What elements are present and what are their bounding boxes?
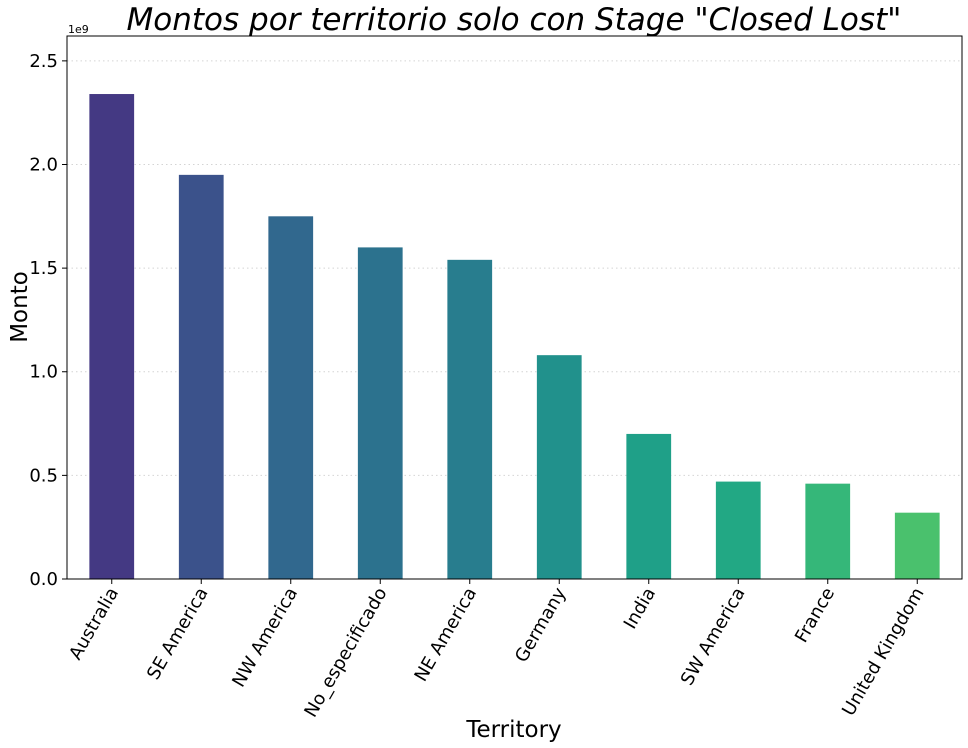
x-tick-label: France: [791, 584, 839, 646]
bar-ne-america: [447, 259, 493, 579]
y-tick-label: 1.0: [29, 362, 58, 383]
bar-sw-america: [715, 481, 761, 579]
y-axis-label: Monto: [7, 271, 33, 343]
y-axis: 0.0 0.5 1.0 1.5 2.0 2.5: [29, 51, 67, 590]
y-tick-label: 0.5: [29, 465, 58, 486]
bar-germany: [536, 355, 582, 579]
y-offset-label: 1e9: [68, 23, 89, 36]
bar-australia: [89, 94, 135, 580]
chart-title: Montos por territorio solo con Stage "Cl…: [127, 2, 902, 38]
bar-india: [626, 433, 672, 579]
x-tick-label: India: [620, 584, 660, 633]
bar-france: [805, 483, 851, 579]
x-tick-label: No_especificado: [300, 584, 391, 721]
bar-no-especificado: [357, 247, 403, 579]
x-tick-label: SE America: [143, 584, 213, 684]
x-tick-label: NE America: [410, 584, 481, 685]
x-tick-label: United Kingdom: [838, 584, 928, 720]
x-tick-label: Australia: [65, 584, 123, 663]
y-tick-label: 2.5: [29, 51, 58, 72]
x-tick-label: Germany: [511, 584, 571, 666]
bar-nw-america: [268, 216, 314, 580]
x-tick-label: SW America: [677, 584, 750, 689]
bars: [89, 94, 940, 580]
y-tick-label: 0.0: [29, 569, 58, 590]
y-tick-label: 2.0: [29, 154, 58, 175]
x-tick-label: NW America: [228, 584, 302, 691]
bar-se-america: [178, 174, 224, 580]
x-axis-label: Territory: [465, 717, 561, 743]
y-tick-label: 1.5: [29, 258, 58, 279]
x-axis: Australia SE America NW AmericaNo_especifi…: [65, 579, 929, 721]
plot-frame: [66, 35, 963, 580]
bar-united-kingdom: [894, 512, 940, 579]
